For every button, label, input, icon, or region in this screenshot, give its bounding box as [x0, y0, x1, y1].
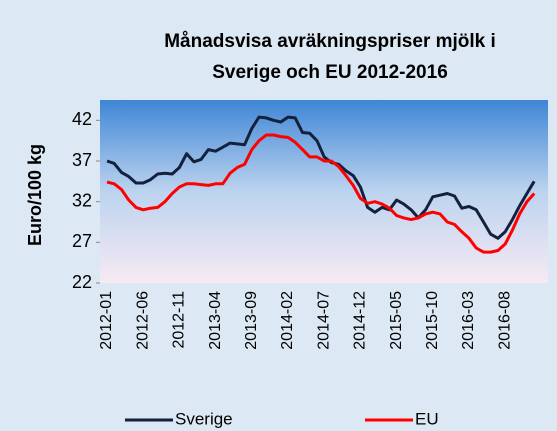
y-tick-label: 32 — [72, 190, 92, 210]
legend-label: Sverige — [175, 409, 233, 428]
x-tick-label: 2012-11 — [171, 291, 188, 349]
y-axis-label: Euro/100 kg — [25, 144, 45, 246]
chart-title: Sverige och EU 2012-2016 — [212, 62, 448, 83]
x-tick-label: 2014-02 — [279, 291, 296, 350]
x-tick-label: 2014-07 — [315, 291, 332, 350]
x-tick-label: 2013-09 — [243, 291, 260, 350]
series-line — [106, 133, 536, 254]
x-tick-label: 2015-10 — [424, 291, 441, 350]
x-tick-label: 2015-05 — [388, 291, 405, 350]
y-tick-label: 27 — [72, 231, 92, 251]
y-tick-label: 42 — [72, 109, 92, 129]
x-tick-label: 2016-03 — [460, 291, 477, 350]
x-tick-label: 2016-08 — [496, 291, 513, 350]
y-tick-label: 22 — [72, 272, 92, 292]
plot-area — [100, 100, 548, 283]
series-line — [106, 115, 536, 240]
x-tick-label: 2014-12 — [352, 291, 369, 350]
x-tick-label: 2012-06 — [134, 291, 151, 350]
legend-label: EU — [415, 409, 439, 428]
chart-title: Månadsvisa avräkningspriser mjölk i — [164, 31, 496, 52]
y-tick-label: 37 — [72, 150, 92, 170]
x-tick-label: 2013-04 — [207, 291, 224, 350]
x-tick-label: 2012-01 — [98, 291, 115, 350]
